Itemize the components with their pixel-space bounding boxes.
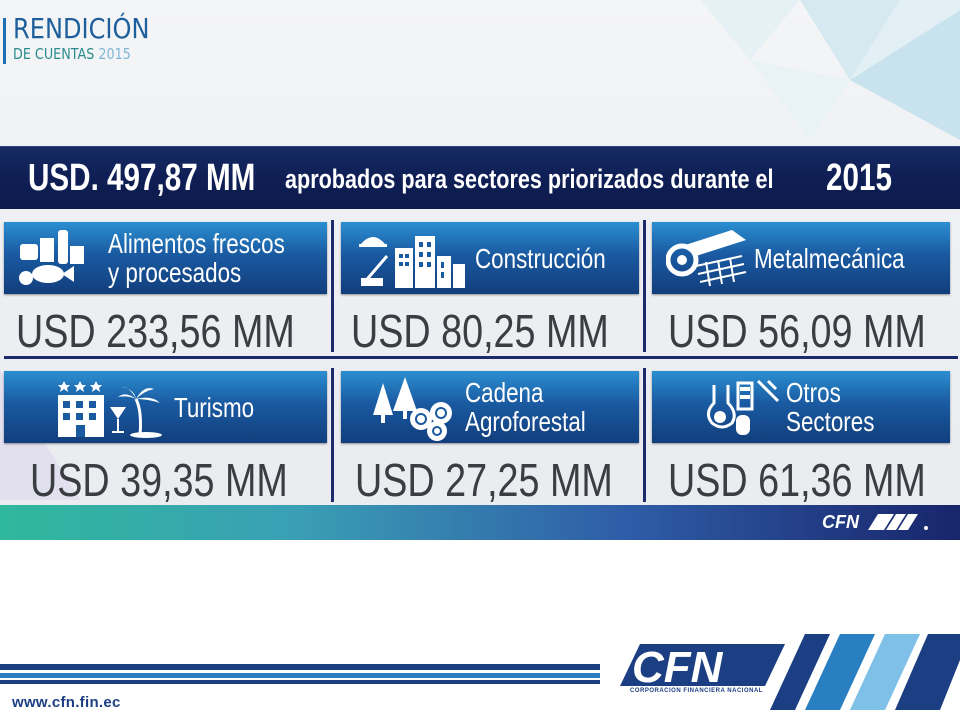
vertical-separator xyxy=(643,368,646,502)
sector-label-line1: Alimentos frescos xyxy=(108,228,285,259)
lab-icon xyxy=(707,379,780,435)
sector-amount: USD 56,09 MM xyxy=(668,305,926,357)
sector-label-line1: Cadena xyxy=(465,377,544,408)
sector-label: Turismo xyxy=(174,392,255,423)
sector-banner: Turismo xyxy=(4,371,327,443)
sector-banner: Otros Sectores xyxy=(652,371,950,443)
headline-text: aprobados para sectores priorizados dura… xyxy=(285,164,774,194)
tourism-icon xyxy=(58,381,162,438)
sector-card-metalmecanica: Metalmecánica USD 56,09 MM xyxy=(652,222,950,356)
metal-icon xyxy=(666,230,747,287)
food-icon xyxy=(19,230,84,285)
forestry-icon xyxy=(373,377,452,441)
slide: RENDICIÓN DE CUENTAS 2015 USD. 497,87 MM… xyxy=(0,0,960,540)
vertical-separator xyxy=(331,368,334,502)
vertical-separator xyxy=(331,220,334,352)
construction-icon xyxy=(359,236,465,288)
sector-label: Metalmecánica xyxy=(754,243,905,274)
sector-amount: USD 80,25 MM xyxy=(351,305,609,357)
decorative-triangles xyxy=(700,0,960,140)
sector-card-otros: Otros Sectores USD 61,36 MM xyxy=(652,371,950,505)
vertical-separator xyxy=(643,220,646,352)
sector-card-turismo: Turismo USD 39,35 MM xyxy=(4,371,327,505)
sector-label: Alimentos frescos y procesados xyxy=(108,229,285,287)
sector-label-line2: Sectores xyxy=(786,406,875,437)
logo-title: RENDICIÓN xyxy=(13,12,150,45)
sector-card-construccion: Construcción USD 80,25 MM xyxy=(341,222,639,356)
logo-subtitle: DE CUENTAS 2015 xyxy=(13,45,131,63)
sector-banner: Cadena Agroforestal xyxy=(341,371,639,443)
sector-amount: USD 27,25 MM xyxy=(355,454,613,506)
headline-bar: USD. 497,87 MM aprobados para sectores p… xyxy=(0,146,960,209)
sector-label: Cadena Agroforestal xyxy=(465,378,586,436)
headline-amount: USD. 497,87 MM xyxy=(28,157,256,199)
sector-grid: Alimentos frescos y procesados USD 233,5… xyxy=(0,208,960,508)
sector-amount: USD 39,35 MM xyxy=(30,454,288,506)
sector-card-alimentos: Alimentos frescos y procesados USD 233,5… xyxy=(4,222,327,356)
sector-label: Construcción xyxy=(475,243,606,274)
logo-bar xyxy=(3,18,6,64)
horizontal-separator xyxy=(4,356,958,359)
website-url[interactable]: www.cfn.fin.ec xyxy=(12,694,121,711)
cfn-logo: CFN xyxy=(632,643,724,688)
cfn-logo-text: CFN xyxy=(632,643,724,688)
cfn-logo-small: CFN xyxy=(822,512,928,532)
sector-label-line2: y procesados xyxy=(108,257,242,288)
page-footer: CFN CORPORACION FINANCIERA NACIONAL www.… xyxy=(0,620,960,720)
sector-card-agroforestal: Cadena Agroforestal USD 27,25 MM xyxy=(341,371,639,505)
sector-amount: USD 233,56 MM xyxy=(16,305,295,357)
headline-year: 2015 xyxy=(826,157,892,199)
sector-label-line1: Otros xyxy=(786,377,841,408)
sector-amount: USD 61,36 MM xyxy=(668,454,926,506)
sector-banner: Metalmecánica xyxy=(652,222,950,294)
cfn-subtitle: CORPORACION FINANCIERA NACIONAL xyxy=(630,688,763,694)
logo-year: 2015 xyxy=(98,45,131,63)
footer-stripes xyxy=(0,634,960,710)
sector-label-line2: Agroforestal xyxy=(465,406,586,437)
sector-label: Otros Sectores xyxy=(786,378,874,436)
report-logo: RENDICIÓN DE CUENTAS 2015 xyxy=(3,10,149,66)
cfn-logo-small-text: CFN xyxy=(822,512,860,532)
sector-banner: Construcción xyxy=(341,222,639,294)
sector-banner: Alimentos frescos y procesados xyxy=(4,222,327,294)
slide-footer-band: CFN xyxy=(0,505,960,540)
logo-subtitle-prefix: DE CUENTAS xyxy=(13,45,99,63)
